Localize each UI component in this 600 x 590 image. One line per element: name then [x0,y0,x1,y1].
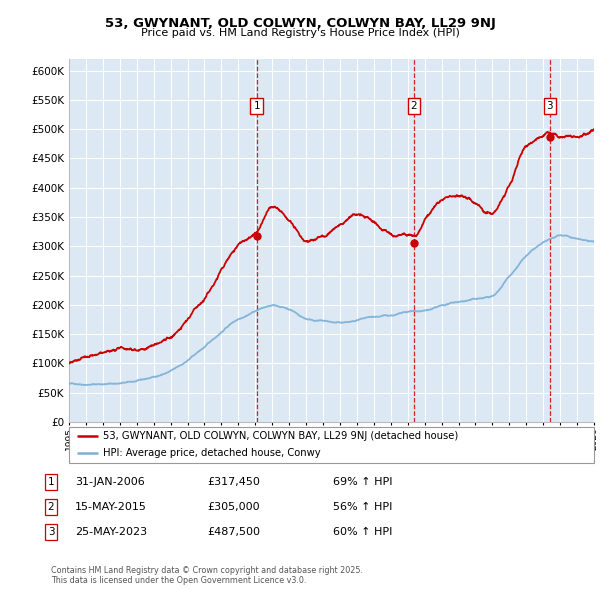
Text: 15-MAY-2015: 15-MAY-2015 [75,502,147,512]
Text: 56% ↑ HPI: 56% ↑ HPI [333,502,392,512]
Text: Price paid vs. HM Land Registry's House Price Index (HPI): Price paid vs. HM Land Registry's House … [140,28,460,38]
Text: 1: 1 [253,101,260,111]
Text: 31-JAN-2006: 31-JAN-2006 [75,477,145,487]
Text: 2: 2 [47,502,55,512]
Text: 53, GWYNANT, OLD COLWYN, COLWYN BAY, LL29 9NJ: 53, GWYNANT, OLD COLWYN, COLWYN BAY, LL2… [104,17,496,30]
Text: 2: 2 [410,101,417,111]
FancyBboxPatch shape [69,427,594,463]
Text: HPI: Average price, detached house, Conwy: HPI: Average price, detached house, Conw… [103,448,321,458]
Text: 3: 3 [547,101,553,111]
Text: £305,000: £305,000 [207,502,260,512]
Text: 1: 1 [47,477,55,487]
Text: £317,450: £317,450 [207,477,260,487]
Text: 53, GWYNANT, OLD COLWYN, COLWYN BAY, LL29 9NJ (detached house): 53, GWYNANT, OLD COLWYN, COLWYN BAY, LL2… [103,431,458,441]
Text: 25-MAY-2023: 25-MAY-2023 [75,527,147,536]
Text: 3: 3 [47,527,55,536]
Text: £487,500: £487,500 [207,527,260,536]
Text: 69% ↑ HPI: 69% ↑ HPI [333,477,392,487]
Text: 60% ↑ HPI: 60% ↑ HPI [333,527,392,536]
Text: Contains HM Land Registry data © Crown copyright and database right 2025.
This d: Contains HM Land Registry data © Crown c… [51,566,363,585]
